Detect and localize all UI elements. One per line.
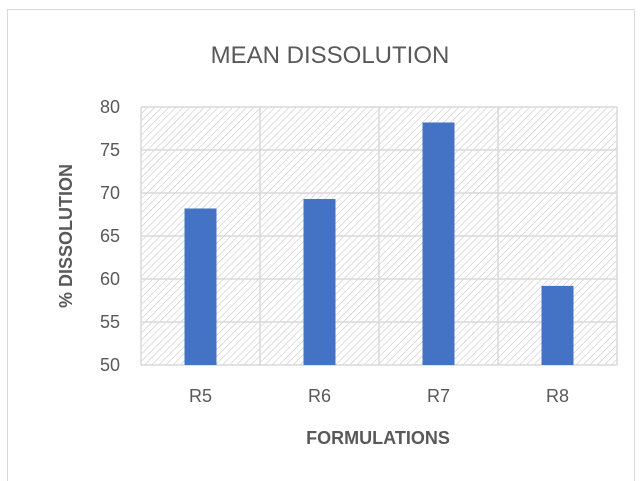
y-tick-label: 50 (100, 355, 120, 375)
bar-r7 (422, 122, 455, 365)
chart-title: MEAN DISSOLUTION (211, 42, 450, 69)
bar-r6 (303, 199, 336, 365)
x-tick-label: R7 (427, 386, 450, 406)
bars (184, 122, 574, 365)
x-tick-labels: R5 R6 R7 R8 (189, 386, 569, 406)
y-tick-label: 70 (100, 183, 120, 203)
x-axis-title: FORMULATIONS (306, 428, 450, 448)
bar-r5 (184, 208, 217, 365)
y-axis-title: % DISSOLUTION (56, 164, 76, 308)
y-tick-labels: 50 55 60 65 70 75 80 (100, 97, 120, 375)
y-tick-label: 55 (100, 312, 120, 332)
y-tick-label: 65 (100, 226, 120, 246)
y-tick-label: 80 (100, 97, 120, 117)
x-tick-label: R6 (308, 386, 331, 406)
x-tick-label: R5 (189, 386, 212, 406)
y-tick-label: 60 (100, 269, 120, 289)
y-tick-label: 75 (100, 140, 120, 160)
gridlines (140, 106, 618, 366)
bar-r8 (541, 285, 574, 365)
x-tick-label: R8 (546, 386, 569, 406)
